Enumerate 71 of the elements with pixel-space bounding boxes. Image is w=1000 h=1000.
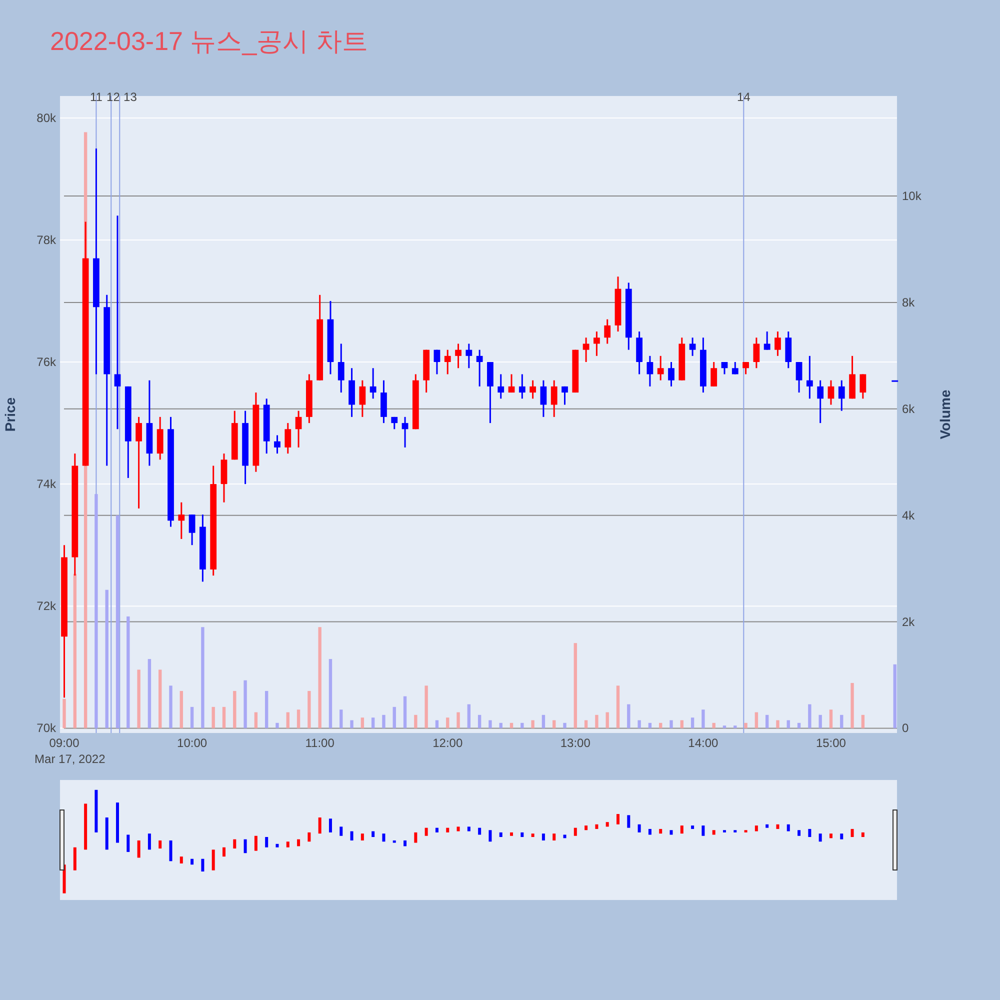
xtick: 15:00 [816, 736, 846, 750]
y2tick: 2k [902, 614, 915, 629]
candlestick [338, 342, 344, 394]
candlestick [774, 330, 781, 357]
ref-label: 12 [106, 90, 120, 104]
candlestick [455, 342, 462, 369]
candlestick [434, 349, 440, 375]
candlestick [689, 336, 696, 357]
candlestick [370, 367, 376, 400]
candlestick [604, 318, 611, 344]
candlestick [668, 361, 674, 388]
candlestick [284, 422, 292, 454]
candlestick [562, 386, 568, 406]
y2tick: 4k [902, 508, 915, 522]
xtick: 09:00 [49, 736, 80, 750]
ylabel: Price [2, 397, 18, 432]
candlestick [530, 380, 536, 400]
candlestick [188, 514, 196, 546]
ytick: 74k [36, 477, 56, 492]
candlestick [806, 355, 813, 400]
candlestick [582, 336, 590, 363]
xtick: 13:00 [560, 736, 590, 750]
ytick: 80k [36, 110, 56, 125]
y2tick: 0 [902, 721, 909, 736]
candlestick [828, 380, 834, 406]
candlestick [657, 355, 664, 382]
ref-label: 13 [124, 90, 137, 104]
candlestick [764, 330, 770, 351]
candlestick [550, 380, 558, 418]
xtick: 10:00 [177, 736, 208, 750]
candlestick [444, 349, 451, 375]
ref-label: 11 [90, 90, 102, 104]
candlestick [178, 502, 185, 540]
candlestick [508, 373, 515, 394]
ytick: 72k [36, 599, 56, 614]
candlestick [817, 380, 824, 424]
candlestick [594, 330, 600, 357]
title: 2022-03-17 뉴스_공시 차트 [50, 26, 368, 56]
candlestick [295, 410, 302, 448]
candlestick [498, 373, 504, 400]
candlestick [476, 349, 483, 388]
candlestick [114, 214, 121, 430]
ytick: 76k [36, 355, 56, 370]
candlestick [860, 373, 866, 400]
candlestick [732, 361, 738, 375]
xtick: 14:00 [688, 736, 718, 750]
candlestick [518, 373, 526, 400]
ytick: 78k [36, 233, 56, 247]
candlestick [466, 342, 472, 369]
candlestick [540, 380, 547, 418]
candlestick [838, 380, 845, 412]
candlestick [710, 361, 718, 388]
candlestick [753, 336, 760, 369]
xtick: Mar 17, 2022 [34, 752, 106, 766]
candlestick [359, 380, 366, 418]
candlestick [391, 416, 398, 430]
y2label: Volume [937, 390, 953, 440]
candlestick [274, 434, 280, 454]
candlestick [136, 416, 142, 510]
y2tick: 10k [902, 189, 922, 204]
xtick: 11:00 [305, 736, 334, 750]
candlestick [721, 361, 728, 375]
candlestick [742, 361, 749, 375]
y2tick: 6k [902, 402, 915, 416]
ref-label: 14 [736, 90, 750, 104]
y2tick: 8k [902, 295, 915, 310]
xtick: 12:00 [432, 736, 463, 750]
candlestick [402, 416, 408, 448]
ytick: 70k [36, 721, 56, 736]
candlestick [646, 355, 654, 388]
candlestick [796, 361, 802, 394]
